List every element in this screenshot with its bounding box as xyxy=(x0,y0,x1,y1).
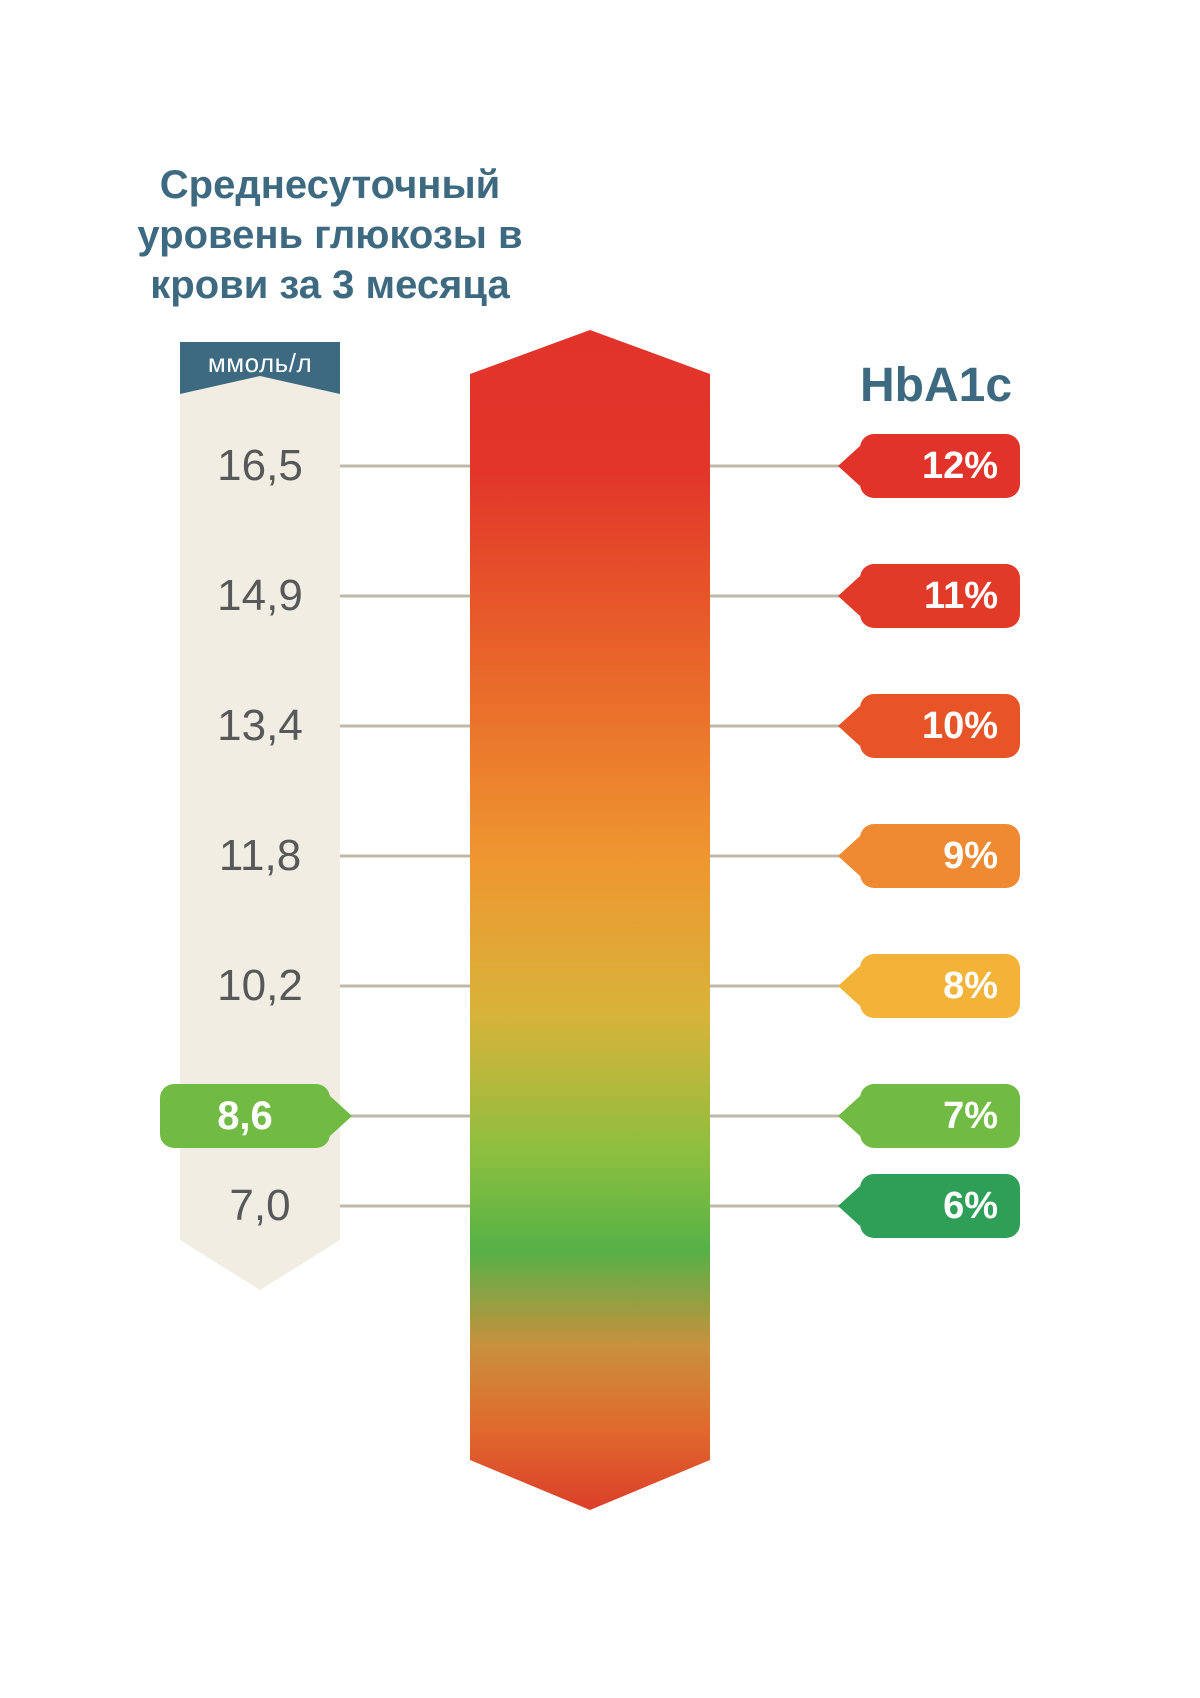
gradient-bar xyxy=(470,330,710,1510)
hba1c-value-label: 8% xyxy=(943,965,998,1008)
glucose-value: 16,5 xyxy=(180,441,340,491)
hba1c-value-label: 11% xyxy=(924,575,998,618)
chip-arrow-icon xyxy=(838,836,860,876)
hba1c-value-label: 12% xyxy=(922,445,998,488)
glucose-value-highlight: 8,6 xyxy=(160,1084,330,1148)
glucose-value-label: 8,6 xyxy=(217,1094,273,1139)
glucose-value: 11,8 xyxy=(180,831,340,881)
glucose-value: 7,0 xyxy=(180,1181,340,1231)
glucose-value: 14,9 xyxy=(180,571,340,621)
hba1c-value-label: 6% xyxy=(943,1185,998,1228)
unit-label: ммоль/л xyxy=(180,348,340,379)
hba1c-chip: 8% xyxy=(860,954,1020,1018)
chip-arrow-icon xyxy=(330,1096,352,1136)
chip-arrow-icon xyxy=(838,446,860,486)
hba1c-chip: 7% xyxy=(860,1084,1020,1148)
hba1c-chip: 12% xyxy=(860,434,1020,498)
chart-title: Среднесуточный уровень глюкозы в крови з… xyxy=(100,160,560,310)
hba1c-value-label: 10% xyxy=(922,705,998,748)
glucose-hba1c-infographic: Среднесуточный уровень глюкозы в крови з… xyxy=(0,0,1200,1698)
chip-arrow-icon xyxy=(838,576,860,616)
hba1c-title: HbA1c xyxy=(860,358,1012,413)
chip-arrow-icon xyxy=(838,966,860,1006)
hba1c-value-label: 7% xyxy=(943,1095,998,1138)
glucose-value: 10,2 xyxy=(180,961,340,1011)
hba1c-value-label: 9% xyxy=(943,835,998,878)
chip-arrow-icon xyxy=(838,1186,860,1226)
hba1c-chip: 10% xyxy=(860,694,1020,758)
chip-arrow-icon xyxy=(838,1096,860,1136)
hba1c-chip: 11% xyxy=(860,564,1020,628)
chip-arrow-icon xyxy=(838,706,860,746)
hba1c-chip: 9% xyxy=(860,824,1020,888)
glucose-value: 13,4 xyxy=(180,701,340,751)
hba1c-chip: 6% xyxy=(860,1174,1020,1238)
